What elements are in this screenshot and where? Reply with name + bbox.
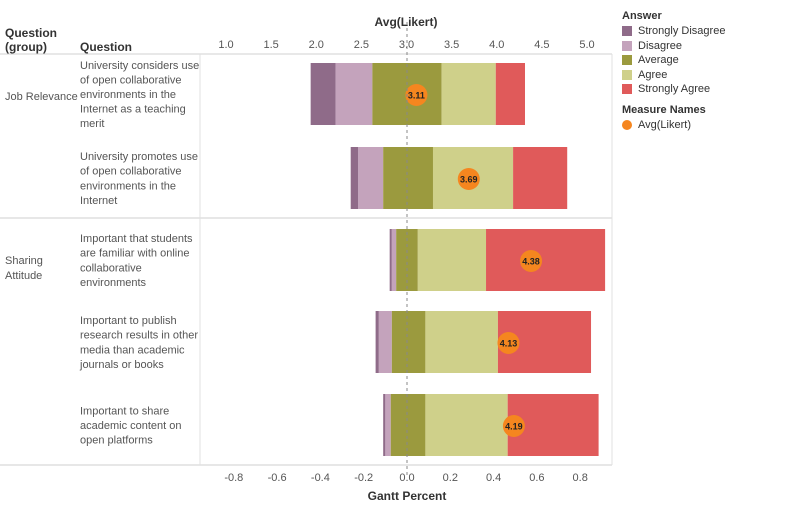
bar-segment-disagree xyxy=(335,63,373,125)
legend-label: Agree xyxy=(638,68,668,81)
group-column-header: (group) xyxy=(5,40,47,54)
top-axis-tick-label: 1.5 xyxy=(263,39,278,51)
question-label: Important that students xyxy=(80,233,193,245)
legend-measure-title: Measure Names xyxy=(622,103,706,116)
bar-segment-average xyxy=(396,229,418,291)
bar-segment-average xyxy=(383,147,433,209)
bar-segment-strongly-disagree xyxy=(375,311,379,373)
legend-answer-title: Answer xyxy=(622,10,662,22)
legend-item-agree[interactable]: Agree xyxy=(622,68,798,83)
group-label: Attitude xyxy=(5,270,42,282)
legend-label: Strongly Agree xyxy=(638,83,711,96)
bar-segment-strongly-disagree xyxy=(383,394,386,456)
bar-segment-disagree xyxy=(385,394,391,456)
legend-label: Average xyxy=(638,54,679,67)
question-label: are familiar with online xyxy=(80,248,189,260)
legend-swatch xyxy=(622,26,632,37)
bar-segment-strongly-disagree xyxy=(389,229,392,291)
avg-likert-label: 4.19 xyxy=(505,422,523,432)
legend-item-average[interactable]: Average xyxy=(622,53,798,68)
bar-segment-disagree xyxy=(358,147,384,209)
bar-segment-disagree xyxy=(378,311,392,373)
top-axis-tick-label: 2.5 xyxy=(354,39,369,51)
question-column-header: Question xyxy=(80,40,132,54)
bar-segment-agree xyxy=(441,63,496,125)
bar-segment-disagree xyxy=(391,229,397,291)
bar-segment-strongly-disagree xyxy=(350,147,359,209)
question-label: Important to publish xyxy=(80,315,177,327)
bar-segment-strongly-agree xyxy=(513,147,568,209)
bar-segment-agree xyxy=(417,229,487,291)
bar-segment-agree xyxy=(425,311,498,373)
bottom-axis-title: Gantt Percent xyxy=(368,489,447,503)
question-label: journals or books xyxy=(79,359,164,371)
legend-label: Disagree xyxy=(638,39,683,52)
bar-segment-strongly-disagree xyxy=(310,63,336,125)
avg-likert-point xyxy=(502,415,525,437)
top-axis-tick-label: 1.0 xyxy=(218,39,233,51)
bottom-axis-tick-label: -0.2 xyxy=(354,472,373,484)
legend-label: Strongly Disagree xyxy=(638,25,726,38)
avg-likert-label: 4.38 xyxy=(522,257,540,267)
avg-likert-label: 3.69 xyxy=(460,175,478,185)
top-axis-tick-label: 2.0 xyxy=(309,39,324,51)
question-label: Internet xyxy=(80,195,117,207)
avg-likert-point xyxy=(520,250,543,272)
top-axis-tick-label: 4.5 xyxy=(534,39,549,51)
top-axis-tick-label: 5.0 xyxy=(579,39,594,51)
question-label: open platforms xyxy=(80,435,153,447)
question-label: Internet as a teaching xyxy=(80,104,186,116)
top-axis-tick-label: 4.0 xyxy=(489,39,504,51)
question-label: media than academic xyxy=(80,344,185,356)
bottom-axis-tick-label: 0.0 xyxy=(399,472,414,484)
question-label: environments in the xyxy=(80,180,176,192)
question-label: University promotes use xyxy=(80,151,198,163)
bottom-axis-tick-label: -0.6 xyxy=(268,472,287,484)
bottom-axis-tick-label: 0.6 xyxy=(529,472,544,484)
legend-item-strongly-agree[interactable]: Strongly Agree xyxy=(622,82,798,97)
legend-item-strongly-disagree[interactable]: Strongly Disagree xyxy=(622,24,798,39)
bottom-axis-tick-label: 0.2 xyxy=(443,472,458,484)
question-label: environments xyxy=(80,277,147,289)
legend-item-disagree[interactable]: Disagree xyxy=(622,39,798,54)
avg-likert-point xyxy=(405,84,428,106)
bottom-axis-tick-label: 0.8 xyxy=(573,472,588,484)
avg-likert-label: 3.11 xyxy=(408,91,425,101)
bar-segment-strongly-agree xyxy=(495,63,525,125)
question-label: of open collaborative xyxy=(80,166,182,178)
top-axis-tick-label: 3.5 xyxy=(444,39,459,51)
question-label: Important to share xyxy=(80,405,169,417)
bar-segment-average xyxy=(390,394,426,456)
question-label: collaborative xyxy=(80,262,142,274)
question-label: environments in the xyxy=(80,89,176,101)
legend-item-avg-likert[interactable]: Avg(Likert) xyxy=(622,118,798,133)
bottom-axis-tick-label: 0.4 xyxy=(486,472,501,484)
legend: Answer Strongly Disagree Disagree Averag… xyxy=(622,10,798,132)
question-label: academic content on xyxy=(80,420,182,432)
bottom-axis-tick-label: -0.4 xyxy=(311,472,330,484)
legend-label: Avg(Likert) xyxy=(638,118,691,131)
bar-segment-strongly-agree xyxy=(486,229,606,291)
question-label: University considers use xyxy=(80,60,199,72)
top-axis-title: Avg(Likert) xyxy=(375,15,438,29)
avg-likert-label: 4.13 xyxy=(500,339,518,349)
top-axis-tick-label: 3.0 xyxy=(399,39,414,51)
question-label: of open collaborative xyxy=(80,74,182,86)
bar-segment-agree xyxy=(425,394,508,456)
legend-swatch xyxy=(622,40,632,51)
avg-likert-point xyxy=(497,332,520,354)
group-label: Sharing xyxy=(5,255,43,267)
group-column-header: Question xyxy=(5,26,57,40)
legend-dot xyxy=(622,119,632,130)
bottom-axis-tick-label: -0.8 xyxy=(224,472,243,484)
group-label: Job Relevance xyxy=(5,91,78,103)
question-label: merit xyxy=(80,118,104,130)
bar-segment-average xyxy=(391,311,426,373)
question-label: research results in other xyxy=(80,330,198,342)
avg-likert-point xyxy=(457,168,480,190)
legend-swatch xyxy=(622,84,632,95)
legend-swatch xyxy=(622,55,632,66)
legend-swatch xyxy=(622,69,632,80)
